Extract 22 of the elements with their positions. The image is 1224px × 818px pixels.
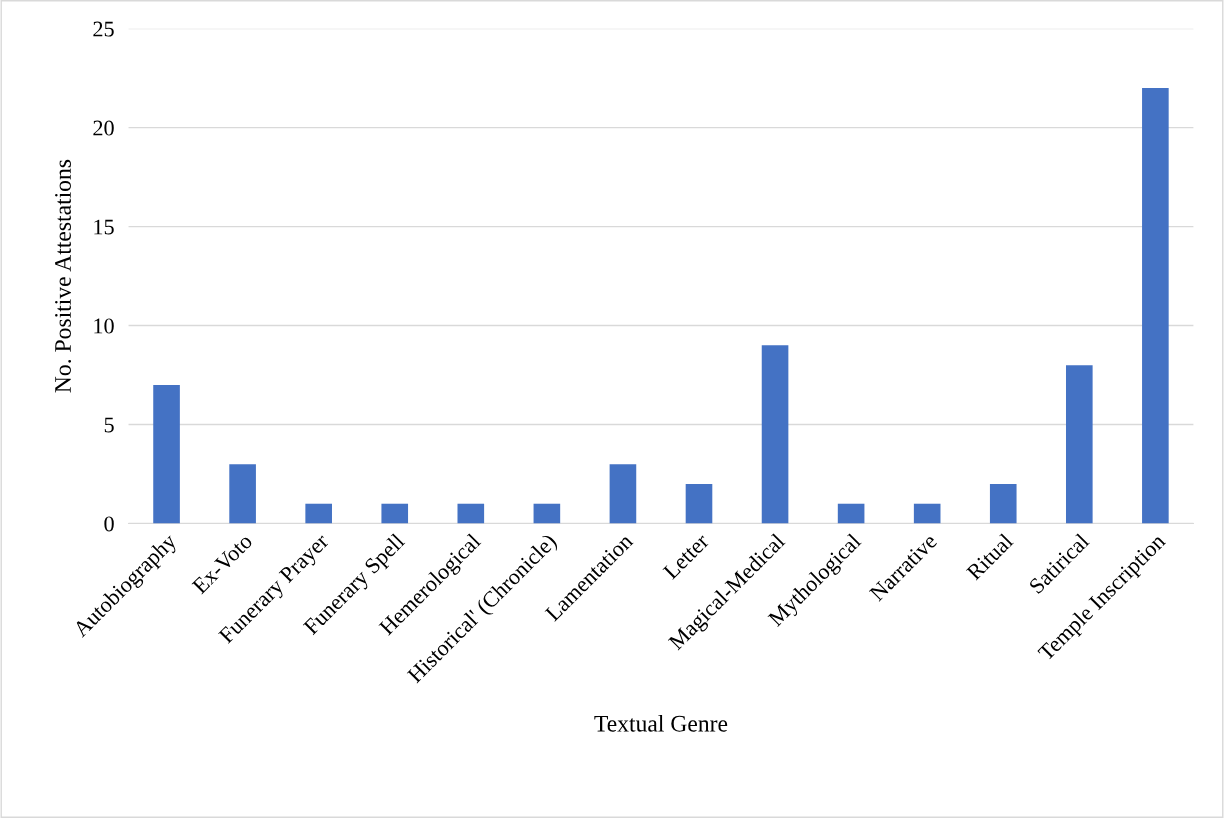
- bar: [1065, 365, 1093, 524]
- bar: [913, 503, 941, 524]
- bar: [1142, 88, 1169, 524]
- y-tick-label: 20: [93, 120, 114, 136]
- y-tick-label: 15: [94, 219, 114, 235]
- bar: [229, 464, 256, 524]
- bar: [761, 345, 789, 524]
- x-axis-title: Textual Genre: [594, 715, 728, 732]
- bar: [685, 483, 713, 524]
- bar: [457, 503, 485, 524]
- bar: [533, 503, 561, 524]
- y-tick-label: 25: [93, 21, 114, 37]
- bar: [381, 503, 409, 524]
- bar: [837, 503, 865, 524]
- bar: [989, 483, 1017, 524]
- y-tick-label: 10: [94, 318, 114, 334]
- y-tick-label: 5: [104, 417, 114, 433]
- y-tick-label: 0: [104, 516, 114, 532]
- bar: [153, 384, 180, 524]
- y-axis-title: No. Positive Attestations: [55, 159, 72, 393]
- bar: [609, 464, 637, 524]
- bar: [305, 503, 332, 524]
